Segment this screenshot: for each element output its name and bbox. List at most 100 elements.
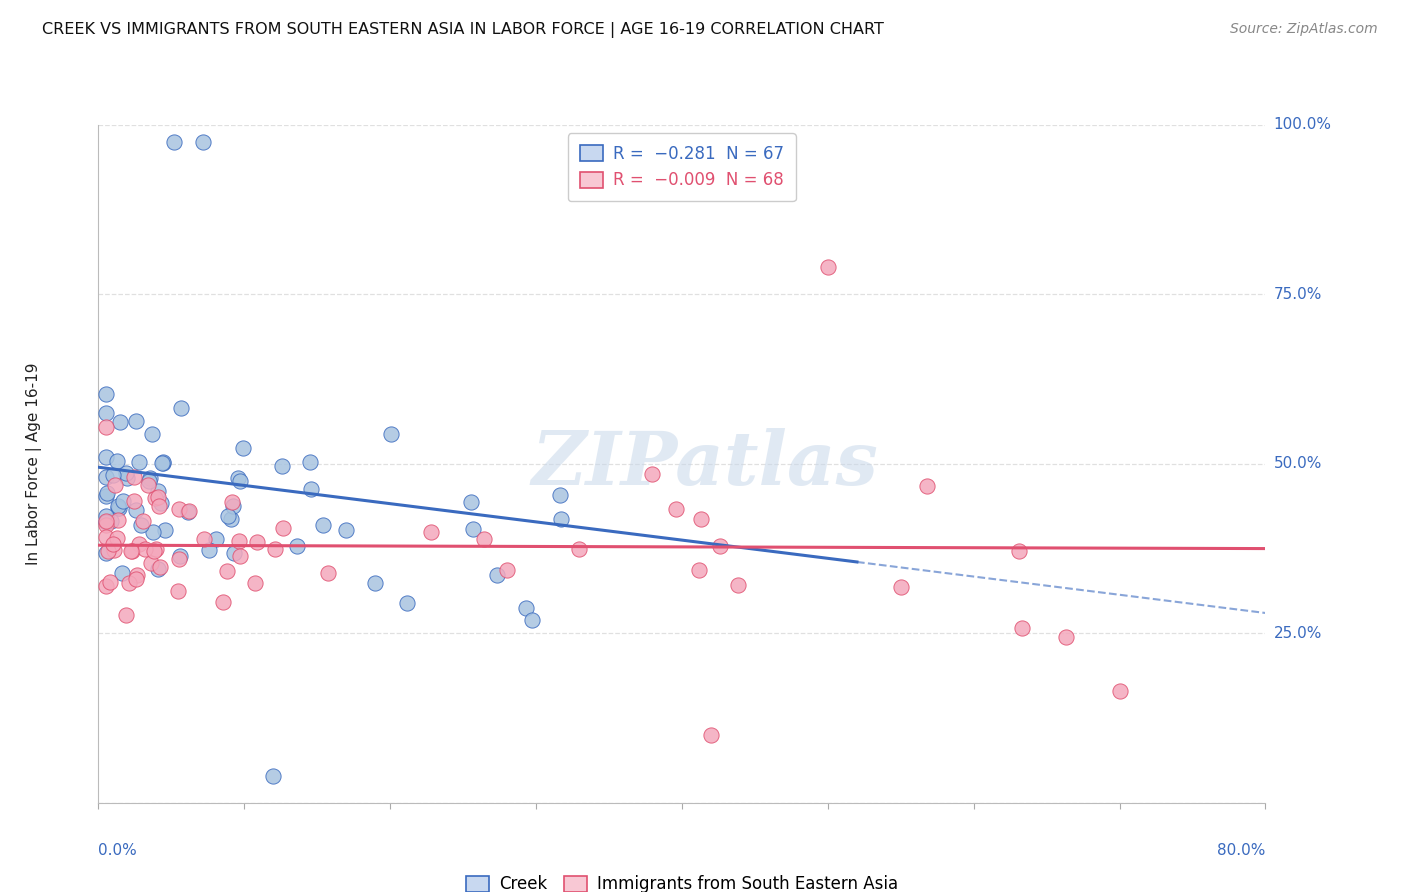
Point bbox=[150, 456, 173, 470]
Point bbox=[152, 455, 174, 469]
Point bbox=[148, 490, 170, 504]
Point bbox=[163, 135, 186, 149]
Point bbox=[335, 524, 357, 538]
Point bbox=[472, 532, 495, 546]
Point bbox=[143, 543, 166, 558]
Point bbox=[132, 514, 155, 528]
Point bbox=[143, 491, 166, 505]
Point bbox=[167, 552, 190, 566]
Text: In Labor Force | Age 16-19: In Labor Force | Age 16-19 bbox=[27, 362, 42, 566]
Point bbox=[129, 517, 152, 532]
Point bbox=[380, 426, 402, 441]
Point bbox=[273, 521, 295, 535]
Point bbox=[94, 545, 117, 559]
Point bbox=[229, 549, 252, 564]
Point bbox=[485, 568, 508, 582]
Point bbox=[568, 542, 591, 557]
Text: Source: ZipAtlas.com: Source: ZipAtlas.com bbox=[1230, 22, 1378, 37]
Point bbox=[700, 728, 723, 742]
Point bbox=[139, 556, 162, 570]
Point bbox=[104, 477, 127, 491]
Point bbox=[915, 479, 938, 493]
Point bbox=[125, 414, 148, 428]
Point bbox=[222, 499, 245, 513]
Point bbox=[148, 500, 170, 514]
Point bbox=[105, 531, 128, 545]
Point bbox=[107, 500, 129, 515]
Point bbox=[264, 541, 287, 556]
Point bbox=[128, 537, 150, 551]
Text: 50.0%: 50.0% bbox=[1274, 457, 1322, 471]
Point bbox=[215, 564, 238, 578]
Point bbox=[727, 577, 749, 591]
Point bbox=[177, 505, 200, 519]
Point bbox=[169, 549, 191, 563]
Point bbox=[94, 450, 117, 465]
Point bbox=[139, 471, 162, 485]
Point bbox=[221, 495, 243, 509]
Point bbox=[228, 533, 250, 548]
Point bbox=[134, 542, 156, 557]
Point bbox=[641, 467, 664, 481]
Point bbox=[460, 495, 482, 509]
Point bbox=[312, 517, 335, 532]
Point bbox=[96, 489, 118, 503]
Text: 25.0%: 25.0% bbox=[1274, 626, 1322, 640]
Point bbox=[364, 576, 387, 591]
Point bbox=[262, 769, 284, 783]
Point bbox=[97, 544, 120, 558]
Point bbox=[115, 470, 138, 484]
Point bbox=[167, 502, 190, 516]
Point bbox=[520, 614, 543, 628]
Point bbox=[96, 486, 118, 500]
Point bbox=[1108, 684, 1130, 698]
Point bbox=[141, 427, 163, 442]
Point bbox=[111, 566, 134, 580]
Point bbox=[100, 514, 122, 528]
Point bbox=[124, 494, 146, 508]
Point bbox=[149, 560, 172, 574]
Point bbox=[107, 513, 129, 527]
Point bbox=[94, 514, 117, 528]
Point bbox=[136, 478, 159, 492]
Point bbox=[94, 516, 117, 530]
Point bbox=[817, 260, 839, 275]
Point bbox=[118, 576, 141, 591]
Point bbox=[120, 543, 142, 558]
Point bbox=[146, 562, 169, 576]
Point bbox=[111, 494, 134, 508]
Point bbox=[246, 535, 269, 549]
Point bbox=[224, 546, 246, 560]
Text: 100.0%: 100.0% bbox=[1274, 118, 1331, 132]
Point bbox=[420, 524, 443, 539]
Point bbox=[396, 595, 419, 609]
Point bbox=[228, 471, 250, 485]
Point bbox=[709, 539, 731, 553]
Point bbox=[108, 415, 131, 429]
Point bbox=[107, 500, 129, 514]
Point bbox=[142, 524, 165, 539]
Point bbox=[94, 406, 117, 420]
Point bbox=[125, 568, 148, 582]
Point bbox=[121, 543, 143, 558]
Point bbox=[1011, 621, 1033, 635]
Point bbox=[94, 470, 117, 484]
Point bbox=[496, 563, 519, 577]
Point bbox=[94, 518, 117, 533]
Point bbox=[299, 482, 322, 496]
Point bbox=[101, 537, 124, 551]
Point bbox=[94, 420, 117, 434]
Point bbox=[193, 532, 215, 546]
Point bbox=[145, 542, 167, 557]
Point bbox=[98, 574, 121, 589]
Text: 0.0%: 0.0% bbox=[98, 844, 138, 858]
Point bbox=[219, 512, 242, 526]
Point bbox=[115, 466, 138, 480]
Text: CREEK VS IMMIGRANTS FROM SOUTH EASTERN ASIA IN LABOR FORCE | AGE 16-19 CORRELATI: CREEK VS IMMIGRANTS FROM SOUTH EASTERN A… bbox=[42, 22, 884, 38]
Point bbox=[146, 484, 169, 499]
Point bbox=[550, 511, 572, 525]
Point bbox=[94, 578, 117, 592]
Point bbox=[94, 531, 117, 545]
Point bbox=[150, 496, 173, 510]
Point bbox=[690, 511, 713, 525]
